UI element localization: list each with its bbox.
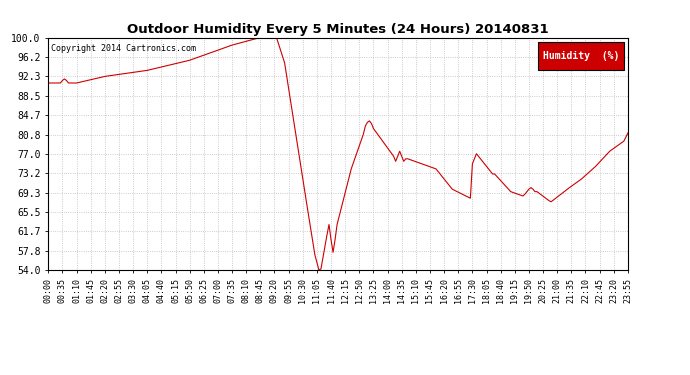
Text: Copyright 2014 Cartronics.com: Copyright 2014 Cartronics.com bbox=[51, 45, 196, 54]
FancyBboxPatch shape bbox=[538, 42, 624, 70]
Text: Humidity  (%): Humidity (%) bbox=[543, 51, 619, 61]
Title: Outdoor Humidity Every 5 Minutes (24 Hours) 20140831: Outdoor Humidity Every 5 Minutes (24 Hou… bbox=[127, 23, 549, 36]
